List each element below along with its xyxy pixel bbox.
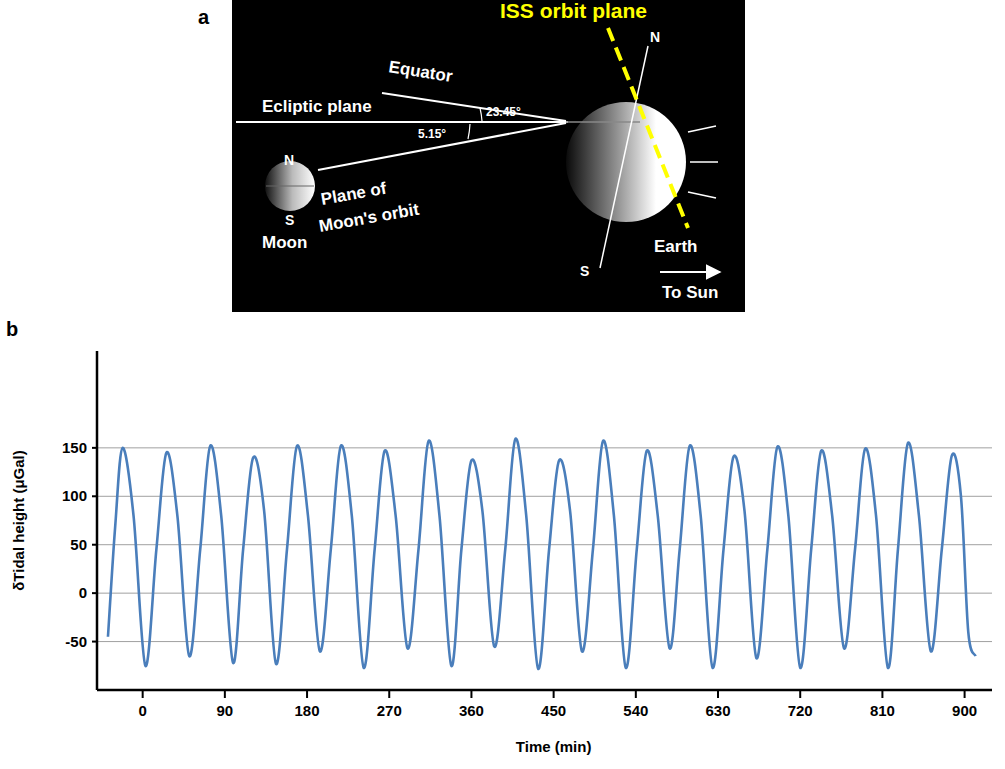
equator-line: [382, 93, 566, 121]
diagram: Ecliptic plane Equator 23.45° 5.15° Plane of…: [232, 0, 745, 312]
sun-label: To Sun: [662, 283, 718, 302]
y-axis: [96, 351, 99, 690]
y-axis-title: δTidal height (μGal): [10, 450, 27, 591]
x-tick-label: 180: [295, 702, 320, 719]
ray: [688, 126, 716, 132]
x-tick-label: 900: [952, 702, 977, 719]
earth-axis: [600, 46, 648, 268]
earth-south: S: [580, 263, 589, 279]
x-tick-label: 540: [623, 702, 648, 719]
equator-label: Equator: [387, 57, 454, 86]
sun-arrow: [660, 271, 720, 273]
chart: -50 0 50 100 150 0 90 180 270 360 450 540 630 720 810 9…: [10, 351, 992, 755]
y-tick-label: 50: [70, 536, 87, 553]
moon: [265, 161, 315, 211]
x-tick-label: 450: [541, 702, 566, 719]
angle-arc: [468, 124, 470, 139]
ecliptic-line: [236, 121, 568, 123]
grid-line: [97, 447, 992, 448]
data-group: [108, 439, 976, 669]
earth-north: N: [650, 29, 660, 45]
x-tick-label: 360: [459, 702, 484, 719]
moon-orbit-label: Plane of: [319, 179, 388, 209]
grid-line: [97, 544, 992, 545]
x-tick-label: 0: [138, 702, 146, 719]
diagram-background: [232, 0, 745, 312]
y-tick-label: -50: [65, 633, 87, 650]
angle-arc: [480, 108, 482, 121]
angle-label: 23.45°: [486, 105, 521, 119]
iss-orbit-label: ISS orbit plane: [500, 0, 647, 22]
moon-south: S: [285, 212, 294, 228]
angle-label: 5.15°: [418, 127, 446, 141]
x-tick-label: 810: [870, 702, 895, 719]
x-tick-label: 270: [377, 702, 402, 719]
y-tick-label: 150: [62, 439, 87, 456]
figure: a Ecliptic plane Equator 23.45° 5.15° Plane o…: [0, 0, 1005, 769]
earth-label: Earth: [654, 237, 697, 256]
iss-orbit-line: [608, 28, 688, 228]
moon-north: N: [284, 152, 294, 168]
y-tick-label: 100: [62, 487, 87, 504]
moon-equator: [266, 186, 314, 187]
moon-label: Moon: [262, 233, 307, 252]
earth: [566, 102, 686, 222]
y-tick-label: 0: [79, 584, 87, 601]
x-tick-label: 90: [217, 702, 234, 719]
moon-orbit-label: Moon's orbit: [317, 200, 420, 236]
x-axis: [97, 689, 992, 692]
ecliptic-label: Ecliptic plane: [262, 97, 372, 116]
panel-label: b: [6, 318, 18, 340]
tidal-line: [108, 439, 976, 669]
ray: [688, 192, 716, 198]
earth-equator: [566, 121, 640, 123]
ray: [690, 161, 718, 163]
moon-orbit-line: [318, 123, 566, 170]
x-axis-title: Time (min): [516, 738, 592, 755]
x-tick-label: 720: [788, 702, 813, 719]
panel-label: a: [198, 6, 210, 28]
x-tick-label: 630: [706, 702, 731, 719]
grid-line: [97, 496, 992, 497]
